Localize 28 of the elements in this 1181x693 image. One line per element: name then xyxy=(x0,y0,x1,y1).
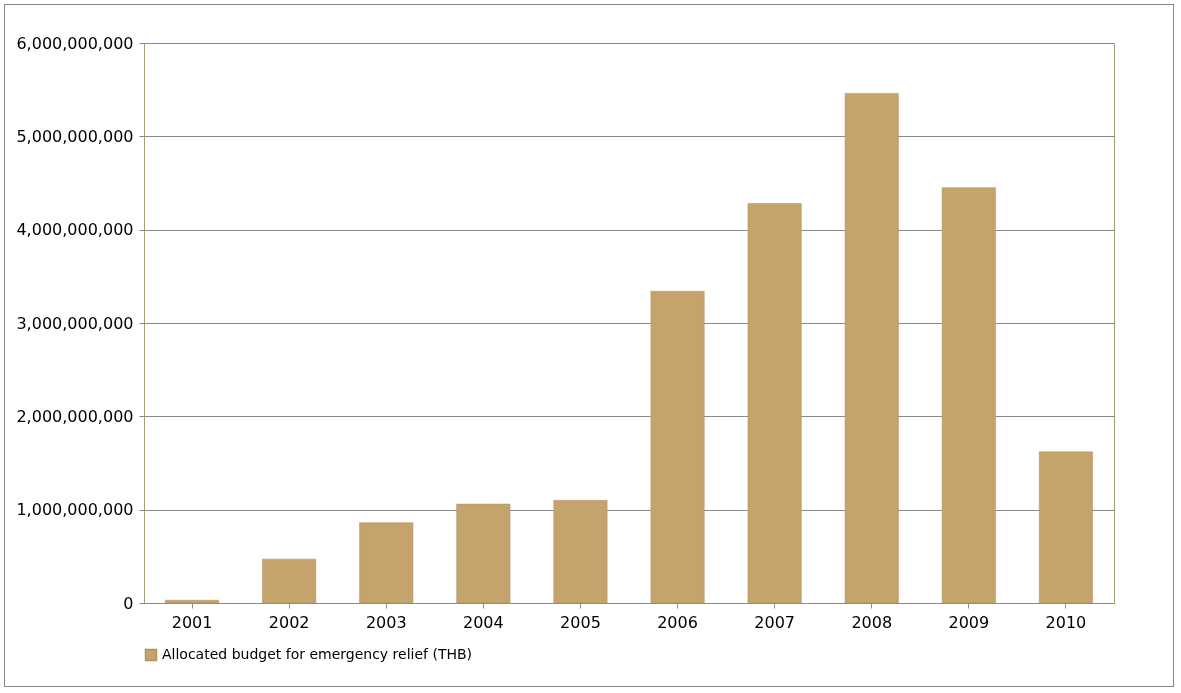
y-tick-label: 3,000,000,000 xyxy=(16,313,134,333)
x-tick-label: 2002 xyxy=(268,612,310,632)
y-tick-label: 1,000,000,000 xyxy=(16,500,134,520)
bar xyxy=(553,500,608,604)
x-tick-label: 2001 xyxy=(171,612,213,632)
x-tick-label: 2009 xyxy=(948,612,990,632)
bar xyxy=(650,291,705,604)
bar xyxy=(747,203,802,604)
bar xyxy=(165,599,220,604)
bar xyxy=(844,93,899,604)
bar xyxy=(941,187,996,604)
bar xyxy=(262,558,317,604)
y-tick-label: 5,000,000,000 xyxy=(16,126,134,146)
bar xyxy=(359,522,414,604)
bar xyxy=(1038,451,1093,604)
legend-label: Allocated budget for emergency relief (THB) xyxy=(162,646,473,662)
x-tick-label: 2004 xyxy=(462,612,504,632)
x-tick-label: 2008 xyxy=(851,612,893,632)
bar xyxy=(456,503,511,604)
x-tick-label: 2006 xyxy=(657,612,698,632)
x-tick-label: 2007 xyxy=(754,612,796,632)
x-tick-label: 2003 xyxy=(365,612,407,632)
x-tick-label: 2010 xyxy=(1045,612,1087,632)
y-tick-label: 2,000,000,000 xyxy=(16,406,134,426)
y-tick-label: 6,000,000,000 xyxy=(16,33,134,53)
y-tick-label: 4,000,000,000 xyxy=(16,220,134,240)
y-tick-label: 0 xyxy=(123,593,134,613)
x-tick-label: 2005 xyxy=(560,612,601,632)
